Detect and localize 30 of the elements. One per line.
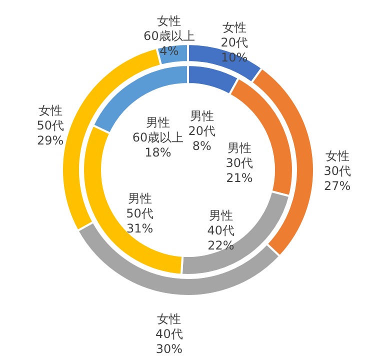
slice-label: 30代 [226,156,254,170]
data-label: 8% [192,138,212,153]
slice-label: 40代 [207,223,235,238]
slice-label: 20代 [220,35,248,50]
data-label: 31% [126,222,154,236]
text: 女性 [222,20,246,34]
category-label: 60歳以上 [132,130,184,145]
data-label: 27% [324,178,351,193]
data-label: 30% [156,342,183,356]
data-label: 22% [208,238,234,252]
slice-label: 20代 [188,124,216,138]
slice-label: 40代 [156,326,183,341]
data-label: 29% [37,133,64,148]
text: 男性 [227,140,252,155]
text: 男性 [190,108,214,123]
category-label: 50代 [126,206,154,221]
data-label: 18% [144,146,172,160]
text: 男性 [208,208,233,222]
slice-label: 男性 [128,192,152,206]
text: 女性 [325,148,350,163]
slice-label: 50代 [36,118,64,132]
text: 男性 [146,116,170,130]
data-label: 10% [221,50,248,64]
text: 女性 [157,312,182,326]
data-label: 21% [226,170,253,185]
text: 女性 [157,14,182,28]
data-label: 4% [160,44,179,58]
slice-label: 女性 [38,103,62,118]
slice-label: 30代 [324,164,351,178]
slice-label: 60歳以上 [144,29,195,44]
